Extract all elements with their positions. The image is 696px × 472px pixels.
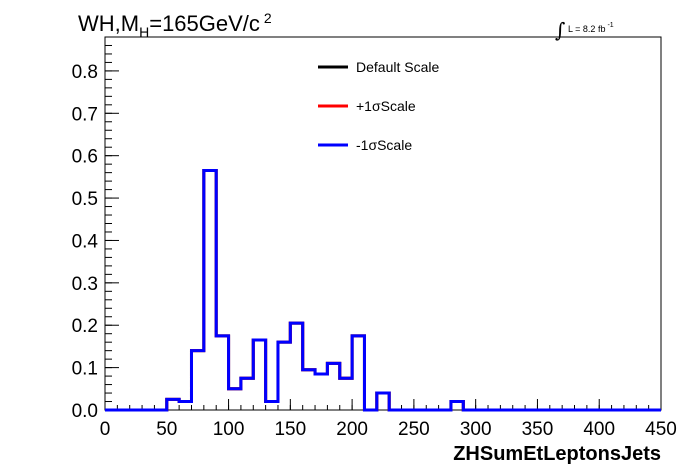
x-tick-label: 0 bbox=[100, 419, 111, 440]
title-main-a: WH,M bbox=[78, 11, 139, 36]
series-line-default-scale bbox=[105, 169, 661, 412]
series-layer bbox=[105, 169, 661, 412]
x-axis: 0 50 100 150 200 250 300 350 400 450 bbox=[100, 399, 677, 440]
chart-title: WH,MH=165GeV/c 2 bbox=[78, 10, 272, 40]
x-tick-label: 50 bbox=[156, 419, 177, 440]
y-tick-label: 0.3 bbox=[72, 274, 98, 295]
y-tick-label: 0.1 bbox=[72, 359, 98, 380]
legend-label-default: Default Scale bbox=[356, 59, 439, 75]
legend-label-minus1sigma: -1σScale bbox=[356, 137, 412, 153]
title-main-b: =165GeV/c bbox=[149, 11, 260, 36]
integral-symbol: ∫ bbox=[555, 18, 565, 42]
y-tick-label: 0.2 bbox=[72, 316, 98, 337]
y-axis: 0.0 0.1 0.2 0.3 0.4 0.5 0.6 0.7 0.8 bbox=[72, 36, 119, 422]
y-tick-label: 0.7 bbox=[72, 104, 98, 125]
x-tick-label: 200 bbox=[336, 419, 368, 440]
x-tick-label: 250 bbox=[398, 419, 430, 440]
series-line-1-scale bbox=[105, 169, 661, 412]
series-line-1-scale bbox=[105, 169, 661, 412]
x-tick-label: 450 bbox=[645, 419, 677, 440]
x-tick-label: 100 bbox=[213, 419, 245, 440]
legend: Default Scale +1σScale -1σScale bbox=[318, 59, 439, 153]
x-tick-label: 300 bbox=[460, 419, 492, 440]
title-sub: H bbox=[139, 24, 149, 40]
luminosity-sup: -1 bbox=[607, 22, 613, 29]
y-tick-label: 0.6 bbox=[72, 147, 98, 168]
title-sup: 2 bbox=[264, 10, 272, 26]
plot-frame bbox=[104, 36, 662, 411]
y-tick-label: 0.5 bbox=[72, 189, 98, 210]
x-axis-title: ZHSumEtLeptonsJets bbox=[453, 443, 661, 465]
x-tick-label: 400 bbox=[583, 419, 615, 440]
x-tick-label: 150 bbox=[274, 419, 306, 440]
x-tick-label: 350 bbox=[522, 419, 554, 440]
luminosity-text: L = 8.2 fb bbox=[568, 24, 605, 34]
y-tick-label: 0.8 bbox=[72, 62, 98, 83]
luminosity-label: L = 8.2 fb -1 bbox=[568, 22, 614, 34]
y-tick-label: 0.0 bbox=[72, 401, 98, 422]
y-tick-label: 0.4 bbox=[72, 231, 99, 252]
legend-label-plus1sigma: +1σScale bbox=[356, 98, 416, 114]
